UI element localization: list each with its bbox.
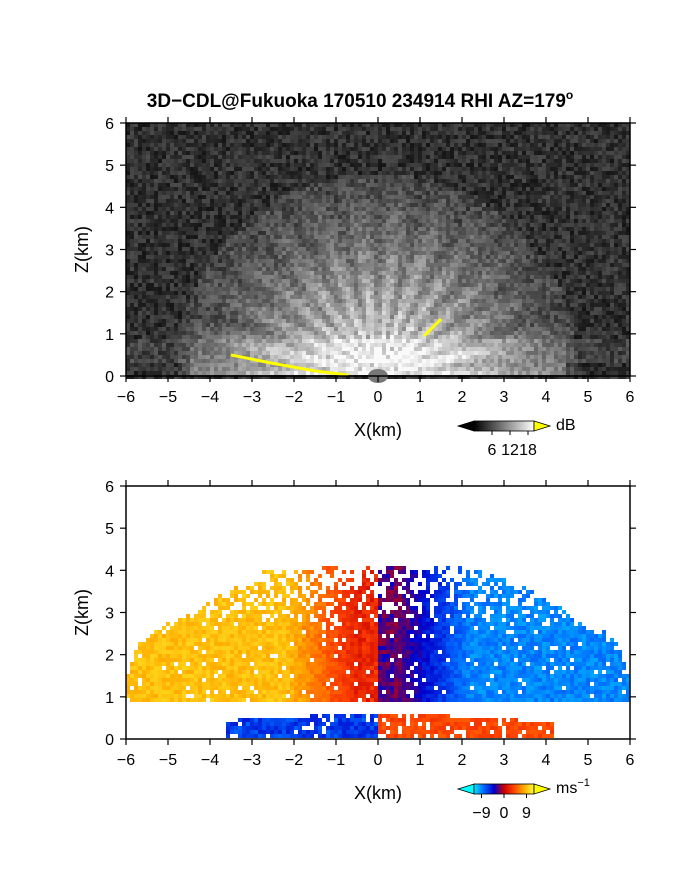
x-tick-label: 1 xyxy=(416,752,425,769)
backscatter-field xyxy=(126,123,630,383)
y-tick-label: 3 xyxy=(105,606,114,623)
x-tick-label: 2 xyxy=(458,389,467,406)
colorbar-tick-label: 0 xyxy=(500,805,509,822)
x-tick-label: −4 xyxy=(201,752,219,769)
x-tick-label: 1 xyxy=(416,389,425,406)
y-tick-label: 2 xyxy=(105,285,114,302)
x-tick-label: −5 xyxy=(159,752,177,769)
y-tick-label: 6 xyxy=(105,116,114,133)
y-tick-label: 5 xyxy=(105,521,114,538)
y-tick-label: 0 xyxy=(105,369,114,386)
y-tick-label: 6 xyxy=(105,479,114,496)
colorbar-tick-label: 12 xyxy=(501,442,519,459)
x-tick-label: 5 xyxy=(584,389,593,406)
x-tick-label: −1 xyxy=(327,752,345,769)
colorbar-unit: ms−1 xyxy=(556,777,590,797)
x-tick-label: 6 xyxy=(626,752,635,769)
x-tick-label: −4 xyxy=(201,389,219,406)
x-tick-label: 3 xyxy=(500,752,509,769)
x-tick-label: 3 xyxy=(500,389,509,406)
x-tick-label: 5 xyxy=(584,752,593,769)
x-tick-label: 0 xyxy=(374,752,383,769)
x-tick-label: 4 xyxy=(542,389,551,406)
y-axis-label: Z(km) xyxy=(72,589,92,636)
x-tick-label: 6 xyxy=(626,389,635,406)
x-axis-label: X(km) xyxy=(354,420,402,440)
high-value-segment-0 xyxy=(230,353,349,377)
x-axis-label: X(km) xyxy=(354,783,402,803)
doppler-velocity-field xyxy=(126,486,630,739)
x-tick-label: −3 xyxy=(243,389,261,406)
x-tick-label: 0 xyxy=(374,389,383,406)
y-tick-label: 4 xyxy=(105,200,114,217)
y-tick-label: 3 xyxy=(105,243,114,260)
y-tick-label: 2 xyxy=(105,648,114,665)
colorbar-tick-label: 18 xyxy=(519,442,537,459)
figure-title: 3D−CDL@Fukuoka 170510 234914 RHI AZ=179o xyxy=(147,88,574,112)
x-tick-label: −2 xyxy=(285,752,303,769)
x-tick-label: 2 xyxy=(458,752,467,769)
colorbar-unit: dB xyxy=(556,417,576,434)
x-tick-label: −6 xyxy=(117,389,135,406)
high-value-segment-1 xyxy=(423,318,443,338)
colorbar-tick-label: 9 xyxy=(522,805,531,822)
y-tick-label: 1 xyxy=(105,690,114,707)
x-tick-label: −2 xyxy=(285,389,303,406)
y-axis-label: Z(km) xyxy=(72,226,92,273)
x-tick-label: 4 xyxy=(542,752,551,769)
doppler-velocity-colorbar: −9 0 9 ms−1 xyxy=(456,777,590,822)
backscatter-colorbar: 6 12 18 dB xyxy=(456,417,576,459)
colorbar-tick-label: 6 xyxy=(488,442,497,459)
y-tick-label: 0 xyxy=(105,732,114,749)
x-tick-label: −5 xyxy=(159,389,177,406)
y-tick-label: 1 xyxy=(105,327,114,344)
x-tick-label: −6 xyxy=(117,752,135,769)
colorbar-tick-label: −9 xyxy=(472,805,490,822)
y-tick-label: 4 xyxy=(105,563,114,580)
x-tick-label: −1 xyxy=(327,389,345,406)
x-tick-label: −3 xyxy=(243,752,261,769)
y-tick-label: 5 xyxy=(105,158,114,175)
